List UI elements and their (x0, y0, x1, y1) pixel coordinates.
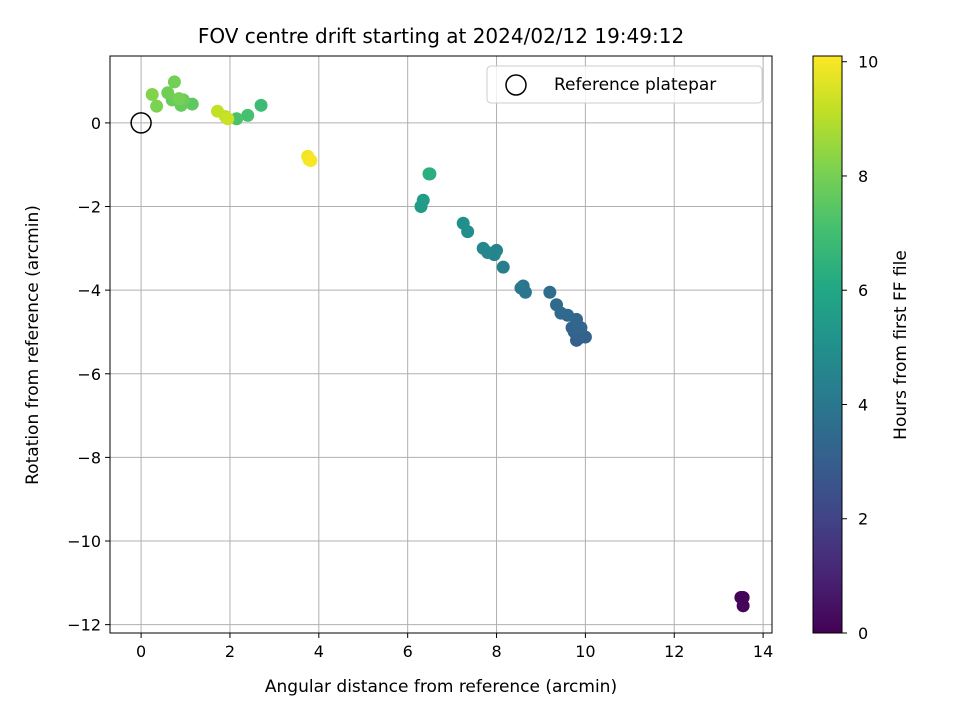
x-tick-label: 12 (664, 642, 684, 661)
scatter-point (230, 112, 244, 126)
colorbar-tick-label: 6 (858, 281, 868, 300)
y-tick-label: −2 (77, 198, 101, 217)
x-tick-label: 4 (314, 642, 324, 661)
scatter-point (161, 86, 175, 100)
x-tick-label: 8 (491, 642, 501, 661)
scatter-point (422, 167, 436, 181)
scatter-point (304, 154, 318, 168)
grid (110, 56, 772, 633)
colorbar: 0 2 4 6 8 10 Hours from first FF file (812, 53, 911, 643)
scatter-points (145, 75, 750, 613)
colorbar-tick-label: 4 (858, 395, 868, 414)
scatter-point (145, 87, 159, 101)
y-tick-label: −10 (67, 532, 101, 551)
x-tick-label: 14 (753, 642, 773, 661)
scatter-point (514, 281, 528, 295)
reference-point-marker (130, 112, 152, 134)
plot-frame (109, 55, 773, 634)
legend-marker (505, 74, 527, 96)
scatter-point (172, 92, 186, 106)
legend-box (486, 65, 763, 104)
y-axis-ticks: −12 −10 −8 −6 −4 −2 0 (67, 114, 110, 635)
legend-label: Reference platepar (554, 75, 716, 95)
chart-title: FOV centre drift starting at 2024/02/12 … (198, 24, 684, 48)
scatter-point (496, 260, 510, 274)
scatter-point (150, 99, 164, 113)
scatter-point (543, 285, 557, 299)
colorbar-tick-label: 2 (858, 510, 868, 529)
reference-layer (130, 112, 152, 134)
legend: Reference platepar (486, 65, 763, 104)
x-tick-label: 6 (403, 642, 413, 661)
y-tick-label: 0 (91, 114, 101, 133)
x-axis-label: Angular distance from reference (arcmin) (265, 677, 617, 697)
x-axis-ticks: 0 2 4 6 8 10 12 14 (136, 633, 773, 661)
colorbar-gradient (812, 55, 843, 634)
y-tick-label: −6 (77, 365, 101, 384)
scatter-point (481, 246, 495, 260)
scatter-point (241, 108, 255, 122)
y-axis-label: Rotation from reference (arcmin) (23, 205, 43, 485)
colorbar-label: Hours from first FF file (891, 250, 911, 440)
scatter-point (221, 112, 235, 126)
colorbar-tick-label: 10 (858, 53, 878, 72)
x-tick-label: 0 (136, 642, 146, 661)
colorbar-tick-label: 8 (858, 167, 868, 186)
scatter-point (736, 599, 750, 613)
scatter-point (167, 75, 181, 89)
colorbar-tick-label: 0 (858, 624, 868, 643)
y-tick-label: −4 (77, 281, 101, 300)
y-tick-label: −8 (77, 448, 101, 467)
scatter-point (211, 104, 225, 118)
y-tick-label: −12 (67, 616, 101, 635)
x-tick-label: 10 (575, 642, 595, 661)
scatter-point (550, 298, 564, 312)
x-tick-label: 2 (225, 642, 235, 661)
scatter-point (456, 216, 470, 230)
scatter-point (416, 193, 430, 207)
scatter-point (254, 98, 268, 112)
colorbar-ticks: 0 2 4 6 8 10 (842, 53, 878, 643)
